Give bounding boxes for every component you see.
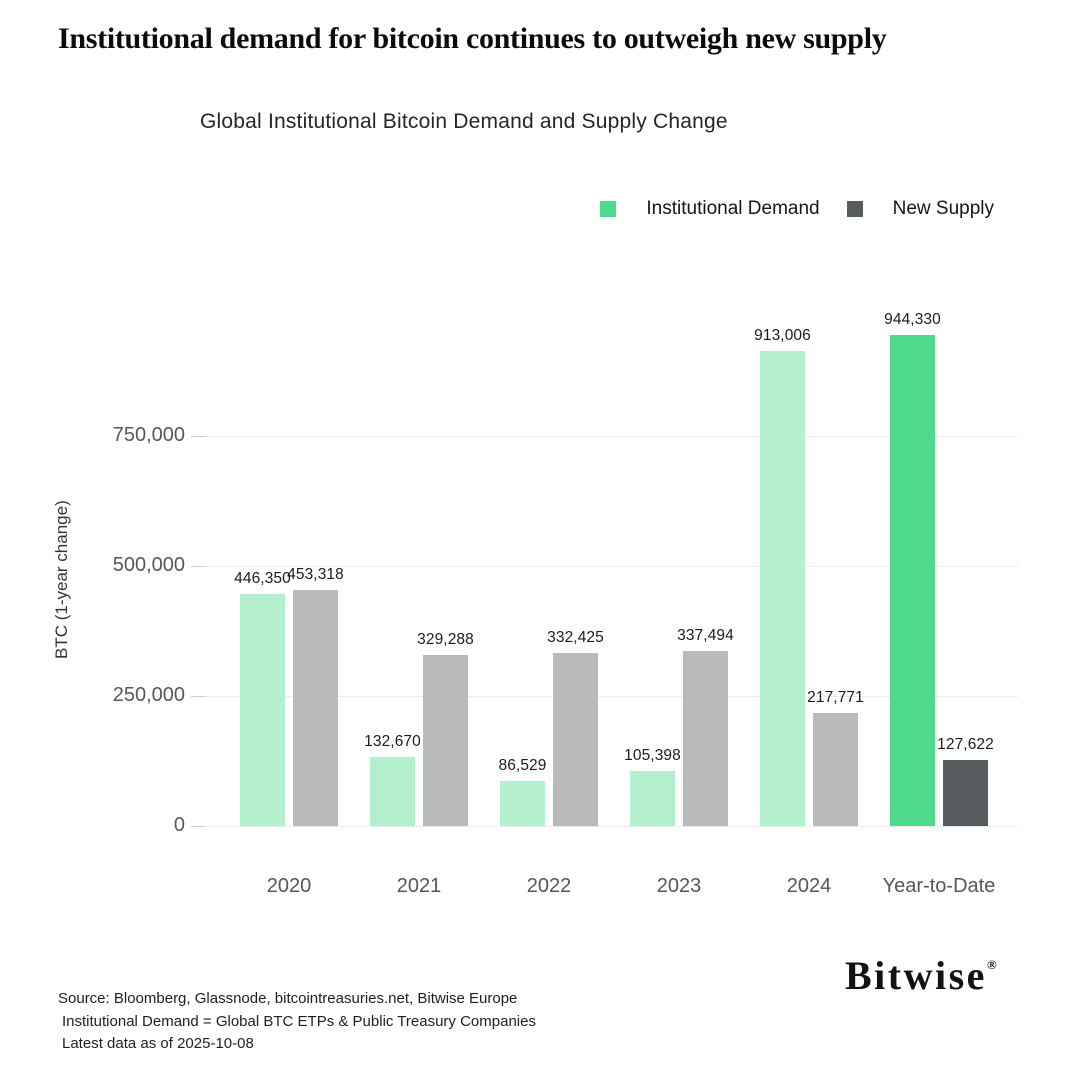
bar-value-label-Year-to-Date: 944,330 [884, 311, 941, 328]
y-tick-label-250,000: 250,000 [112, 684, 185, 706]
gridline-500,000 [205, 566, 1018, 567]
bar-value-label-2020: 453,318 [287, 566, 344, 583]
bar-value-label-Year-to-Date: 127,622 [937, 736, 994, 753]
page-title: Institutional demand for bitcoin continu… [58, 22, 887, 55]
bar-new-supply-Year-to-Date [943, 760, 988, 826]
bitwise-logo: Bitwise® [845, 953, 997, 998]
source-note: Source: Bloomberg, Glassnode, bitcointre… [58, 988, 536, 1056]
x-axis-label-2024: 2024 [786, 875, 832, 897]
legend-item-new-supply: New Supply [846, 198, 994, 220]
bar-value-label-2021: 132,670 [364, 733, 421, 750]
y-tick-0 [191, 826, 205, 827]
bar-institutional-demand-2024 [760, 351, 805, 826]
y-tick-label-500,000: 500,000 [112, 554, 185, 576]
bar-value-label-2023: 105,398 [624, 747, 681, 764]
bar-institutional-demand-2021 [370, 757, 415, 826]
registered-trademark-icon: ® [986, 957, 997, 972]
y-tick-250,000 [191, 696, 205, 697]
source-line-1: Source: Bloomberg, Glassnode, bitcointre… [58, 990, 518, 1007]
legend-item-institutional-demand: Institutional Demand [600, 198, 820, 220]
x-axis-label-2023: 2023 [656, 875, 702, 897]
bar-value-label-2021: 329,288 [417, 631, 474, 648]
x-axis-label-2022: 2022 [526, 875, 572, 897]
y-tick-750,000 [191, 436, 205, 437]
y-tick-label-750,000: 750,000 [112, 424, 185, 446]
bar-new-supply-2020 [293, 590, 338, 826]
gridline-750,000 [205, 436, 1018, 437]
legend-label-institutional-demand: Institutional Demand [646, 198, 820, 219]
bar-new-supply-2022 [553, 653, 598, 826]
bar-new-supply-2024 [813, 713, 858, 826]
y-tick-500,000 [191, 566, 205, 567]
bar-institutional-demand-2023 [630, 771, 675, 826]
legend-label-new-supply: New Supply [892, 198, 994, 219]
legend-swatch-institutional-demand [600, 201, 617, 217]
gridline-0 [205, 826, 1018, 827]
bar-value-label-2022: 86,529 [498, 757, 547, 774]
y-tick-label-0: 0 [173, 814, 185, 836]
gridline-250,000 [205, 696, 1018, 697]
bar-value-label-2022: 332,425 [547, 629, 604, 646]
x-axis-label-2020: 2020 [266, 875, 312, 897]
bar-value-label-2020: 446,350 [234, 570, 291, 587]
x-axis-label-2021: 2021 [396, 875, 442, 897]
bar-value-label-2024: 217,771 [807, 689, 864, 706]
source-line-2: Institutional Demand = Global BTC ETPs &… [62, 1012, 536, 1030]
bar-value-label-2024: 913,006 [754, 327, 811, 344]
bar-institutional-demand-Year-to-Date [890, 335, 935, 826]
bar-value-label-2023: 337,494 [677, 627, 734, 644]
chart-legend: Institutional Demand New Supply [600, 198, 994, 220]
chart-title: Global Institutional Bitcoin Demand and … [200, 110, 728, 133]
x-axis-label-Year-to-Date: Year-to-Date [882, 875, 996, 897]
bar-institutional-demand-2022 [500, 781, 545, 826]
source-line-3: Latest data as of 2025-10-08 [62, 1035, 254, 1052]
bar-institutional-demand-2020 [240, 594, 285, 826]
bar-new-supply-2023 [683, 651, 728, 826]
bar-new-supply-2021 [423, 655, 468, 826]
legend-swatch-new-supply [846, 201, 863, 217]
